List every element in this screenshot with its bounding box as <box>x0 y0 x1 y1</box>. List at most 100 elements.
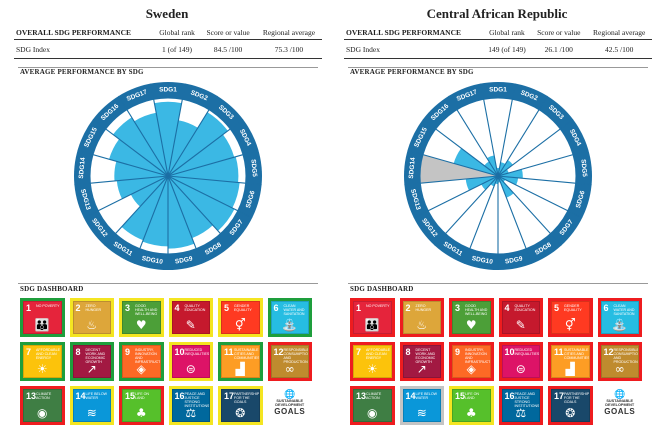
eye-globe-icon: ◉ <box>37 406 48 420</box>
overall-header: OVERALL SDG PERFORMANCE <box>344 26 483 40</box>
sdg-goals-logo: 🌐 SUSTAINABLE DEVELOPMENT GOALS <box>598 386 643 425</box>
sdg-goal-tile: 4 QUALITY EDUCATION ✎ <box>501 301 540 334</box>
sdg-bar-5 <box>169 156 239 183</box>
goal-label: LIFE BELOW WATER <box>415 392 438 400</box>
goal-number: 15 <box>455 391 466 401</box>
global-rank-header: Global rank <box>153 26 201 40</box>
goal-label: PEACE AND JUSTICE STRONG INSTITUTIONS <box>514 392 540 408</box>
sdg-bar-13 <box>116 176 167 199</box>
regional-header: Regional average <box>255 26 322 40</box>
goal-label: LIFE BELOW WATER <box>85 392 108 400</box>
goal-number: 4 <box>504 303 510 313</box>
people-icon: 👪 <box>364 318 380 332</box>
goal-label: DECENT WORK AND ECONOMIC GROWTH <box>415 348 436 364</box>
sdg-bar-11 <box>121 177 168 241</box>
avg-perf-title: AVERAGE PERFORMANCE BY SDG <box>20 68 144 76</box>
eye-globe-icon: ◉ <box>367 406 378 420</box>
sdg-goal-tile: 9 INDUSTRY, INNOVATION AND INFRASTRUCTURE… <box>452 345 491 378</box>
dashboard-cell-sdg7: 7 AFFORDABLE AND CLEAN ENERGY ☀ <box>350 342 395 381</box>
goal-label: NO POVERTY <box>36 304 60 308</box>
sdg-goal-tile: 15 LIFE ON LAND ♣ <box>122 389 161 422</box>
water-icon: ⛲ <box>612 318 628 332</box>
goal-number: 9 <box>455 347 461 357</box>
sdg-goal-tile: 13 CLIMATE ACTION ◉ <box>353 389 392 422</box>
dashboard-cell-sdg11: 11 SUSTAINABLE CITIES AND COMMUNITIES ▟ <box>218 342 263 381</box>
goal-label: REDUCED INEQUALITIES <box>184 348 210 356</box>
sdg-goal-tile: 7 AFFORDABLE AND CLEAN ENERGY ☀ <box>23 345 62 378</box>
sdg-goal-tile: 10 REDUCED INEQUALITIES ⊜ <box>501 345 540 378</box>
chart-up-icon: ↗ <box>416 362 427 376</box>
goal-label: PARTNERSHIPS FOR THE GOALS <box>564 392 590 404</box>
goal-number: 13 <box>26 391 37 401</box>
goal-number: 16 <box>504 391 515 401</box>
heartbeat-icon: ♥ <box>465 318 477 332</box>
sdg-bar-12 <box>481 176 497 190</box>
dashboard-cell-sdg13: 13 CLIMATE ACTION ◉ <box>350 386 395 425</box>
rings-icon: ❂ <box>235 406 246 420</box>
gender-icon: ⚥ <box>234 318 246 332</box>
dashboard-cell-sdg3: 3 GOOD HEALTH AND WELL-BEING ♥ <box>119 298 164 337</box>
goal-label: QUALITY EDUCATION <box>514 304 536 312</box>
goal-label: AFFORDABLE AND CLEAN ENERGY <box>366 348 390 360</box>
goal-number: 11 <box>554 347 564 357</box>
city-icon: ▟ <box>235 362 245 376</box>
goal-number: 15 <box>125 391 136 401</box>
goals-logo-line2: DEVELOPMENT <box>605 403 635 407</box>
sdg-wheel-chart: SDG1 SDG2SDG3SDG4SDG5SDG6SDG7SDG8SDG9SDG1… <box>404 82 592 270</box>
dashboard-cell-sdg15: 15 LIFE ON LAND ♣ <box>449 386 494 425</box>
equal-icon: ⊜ <box>185 362 196 376</box>
heartbeat-icon: ♥ <box>135 318 147 332</box>
country-title: Central African Republic <box>426 6 568 21</box>
score-header: Score or value <box>200 26 256 40</box>
goal-number: 8 <box>405 347 411 357</box>
sdg-label-10: SDG10 <box>141 255 164 266</box>
dove-icon: ⚖ <box>185 406 197 420</box>
dashboard-cell-sdg5: 5 GENDER EQUALITY ⚥ <box>218 298 263 337</box>
sdg-bar-9 <box>168 177 195 249</box>
goal-label: INDUSTRY, INNOVATION AND INFRASTRUCTURE <box>135 348 161 364</box>
un-globe-icon: 🌐 <box>284 389 296 399</box>
goal-label: GENDER EQUALITY <box>564 304 582 312</box>
dashboard-cell-sdg9: 9 INDUSTRY, INNOVATION AND INFRASTRUCTURE… <box>449 342 494 381</box>
score-value: 84.5 /100 <box>200 39 256 59</box>
sdg-dashboard: 1 NO POVERTY 👪 2 ZERO HUNGER ♨ 3 GOOD HEALTH AN… <box>20 298 312 425</box>
sdg-goal-tile: 1 NO POVERTY 👪 <box>23 301 62 334</box>
goal-number: 12 <box>603 347 614 357</box>
goal-number: 6 <box>273 303 279 313</box>
country-title: Sweden <box>145 6 189 21</box>
dashboard-cell-sdg14: 14 LIFE BELOW WATER ≋ <box>69 386 114 425</box>
sdg-goal-tile: 12 RESPONSIBLE CONSUMPTION AND PRODUCTION… <box>600 345 639 378</box>
sdg-goal-tile: 11 SUSTAINABLE CITIES AND COMMUNITIES ▟ <box>221 345 260 378</box>
goal-number: 3 <box>125 303 131 313</box>
dashboard-cell-sdg16: 16 PEACE AND JUSTICE STRONG INSTITUTIONS ⚖ <box>168 386 213 425</box>
goal-label: PARTNERSHIPS FOR THE GOALS <box>234 392 260 404</box>
goal-number: 17 <box>554 391 565 401</box>
goal-number: 7 <box>356 347 362 357</box>
sdg-label-10: SDG10 <box>471 255 494 266</box>
dove-icon: ⚖ <box>515 406 527 420</box>
sdg-goal-tile: 10 REDUCED INEQUALITIES ⊜ <box>171 345 210 378</box>
sdg-label-6: SDG6 <box>575 190 587 209</box>
sdg-goal-tile: 4 QUALITY EDUCATION ✎ <box>171 301 210 334</box>
sdg-bar-6 <box>169 176 240 209</box>
goal-label: SUSTAINABLE CITIES AND COMMUNITIES <box>234 348 260 360</box>
goal-number: 17 <box>224 391 235 401</box>
sdg-bar-13 <box>465 176 497 191</box>
goal-number: 5 <box>554 303 560 313</box>
section-divider <box>18 67 318 68</box>
sdg-bar-6 <box>499 176 519 186</box>
goal-label: AFFORDABLE AND CLEAN ENERGY <box>36 348 60 360</box>
sdg-goal-tile: 16 PEACE AND JUSTICE STRONG INSTITUTIONS ⚖ <box>501 389 540 422</box>
dashboard-cell-sdg5: 5 GENDER EQUALITY ⚥ <box>548 298 593 337</box>
sdg-bar-2 <box>168 120 198 175</box>
global-rank-value: 1 (of 149) <box>153 39 201 59</box>
regional-value: 42.5 /100 <box>586 39 652 59</box>
goal-label: SUSTAINABLE CITIES AND COMMUNITIES <box>564 348 590 360</box>
cubes-icon: ◈ <box>136 362 146 376</box>
sdg-bar-3 <box>169 112 228 175</box>
goal-label: PEACE AND JUSTICE STRONG INSTITUTIONS <box>184 392 210 408</box>
sdg-goal-tile: 1 NO POVERTY 👪 <box>353 301 392 334</box>
sdg-goal-tile: 5 GENDER EQUALITY ⚥ <box>551 301 590 334</box>
sdg-goal-tile: 7 AFFORDABLE AND CLEAN ENERGY ☀ <box>353 345 392 378</box>
score-value: 26.1 /100 <box>531 39 587 59</box>
